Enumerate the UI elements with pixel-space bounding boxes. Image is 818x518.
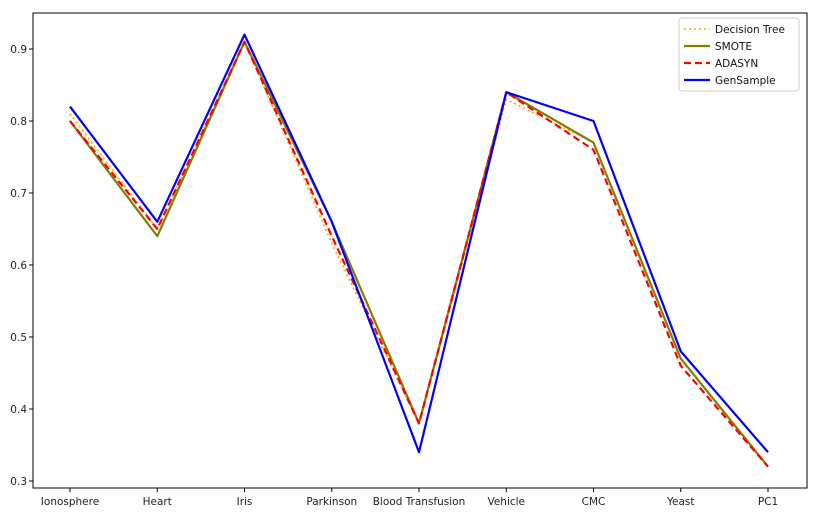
x-tick-label: CMC <box>582 496 606 508</box>
legend-label: ADASYN <box>715 58 758 70</box>
series-lines <box>69 33 769 468</box>
legend-label: GenSample <box>715 75 776 87</box>
x-tick-label: PC1 <box>758 496 778 508</box>
x-tick-label: Blood Transfusion <box>373 496 466 508</box>
legend-box <box>678 17 800 92</box>
y-tick-label: 0.8 <box>10 116 27 128</box>
y-tick-label: 0.3 <box>10 476 27 488</box>
y-axis-ticks: 0.3 0.4 0.5 0.6 0.7 0.8 0.9 <box>10 44 33 488</box>
plot-frame <box>32 12 808 489</box>
series-line-gensample <box>69 33 769 454</box>
x-tick-label: Ionosphere <box>41 496 99 508</box>
y-tick-label: 0.9 <box>10 44 27 56</box>
y-tick-label: 0.4 <box>10 404 27 416</box>
x-tick-label: Vehicle <box>487 496 525 508</box>
y-tick-label: 0.7 <box>10 188 27 200</box>
x-axis-ticks: Ionosphere Heart Iris Parkinson Blood Transf… <box>41 488 778 508</box>
x-tick-label: Parkinson <box>306 496 357 508</box>
x-tick-label: Heart <box>143 496 172 508</box>
legend-label: Decision Tree <box>715 24 785 36</box>
legend: Decision Tree SMOTE ADASYN GenSample <box>678 17 800 92</box>
legend-label: SMOTE <box>715 41 752 53</box>
x-tick-label: Iris <box>237 496 253 508</box>
series-line-decision-tree <box>69 40 769 468</box>
series-line-smote <box>69 40 769 468</box>
x-tick-label: Yeast <box>666 496 695 508</box>
y-tick-label: 0.5 <box>10 332 27 344</box>
y-tick-label: 0.6 <box>10 260 27 272</box>
series-line-adasyn <box>69 40 769 468</box>
